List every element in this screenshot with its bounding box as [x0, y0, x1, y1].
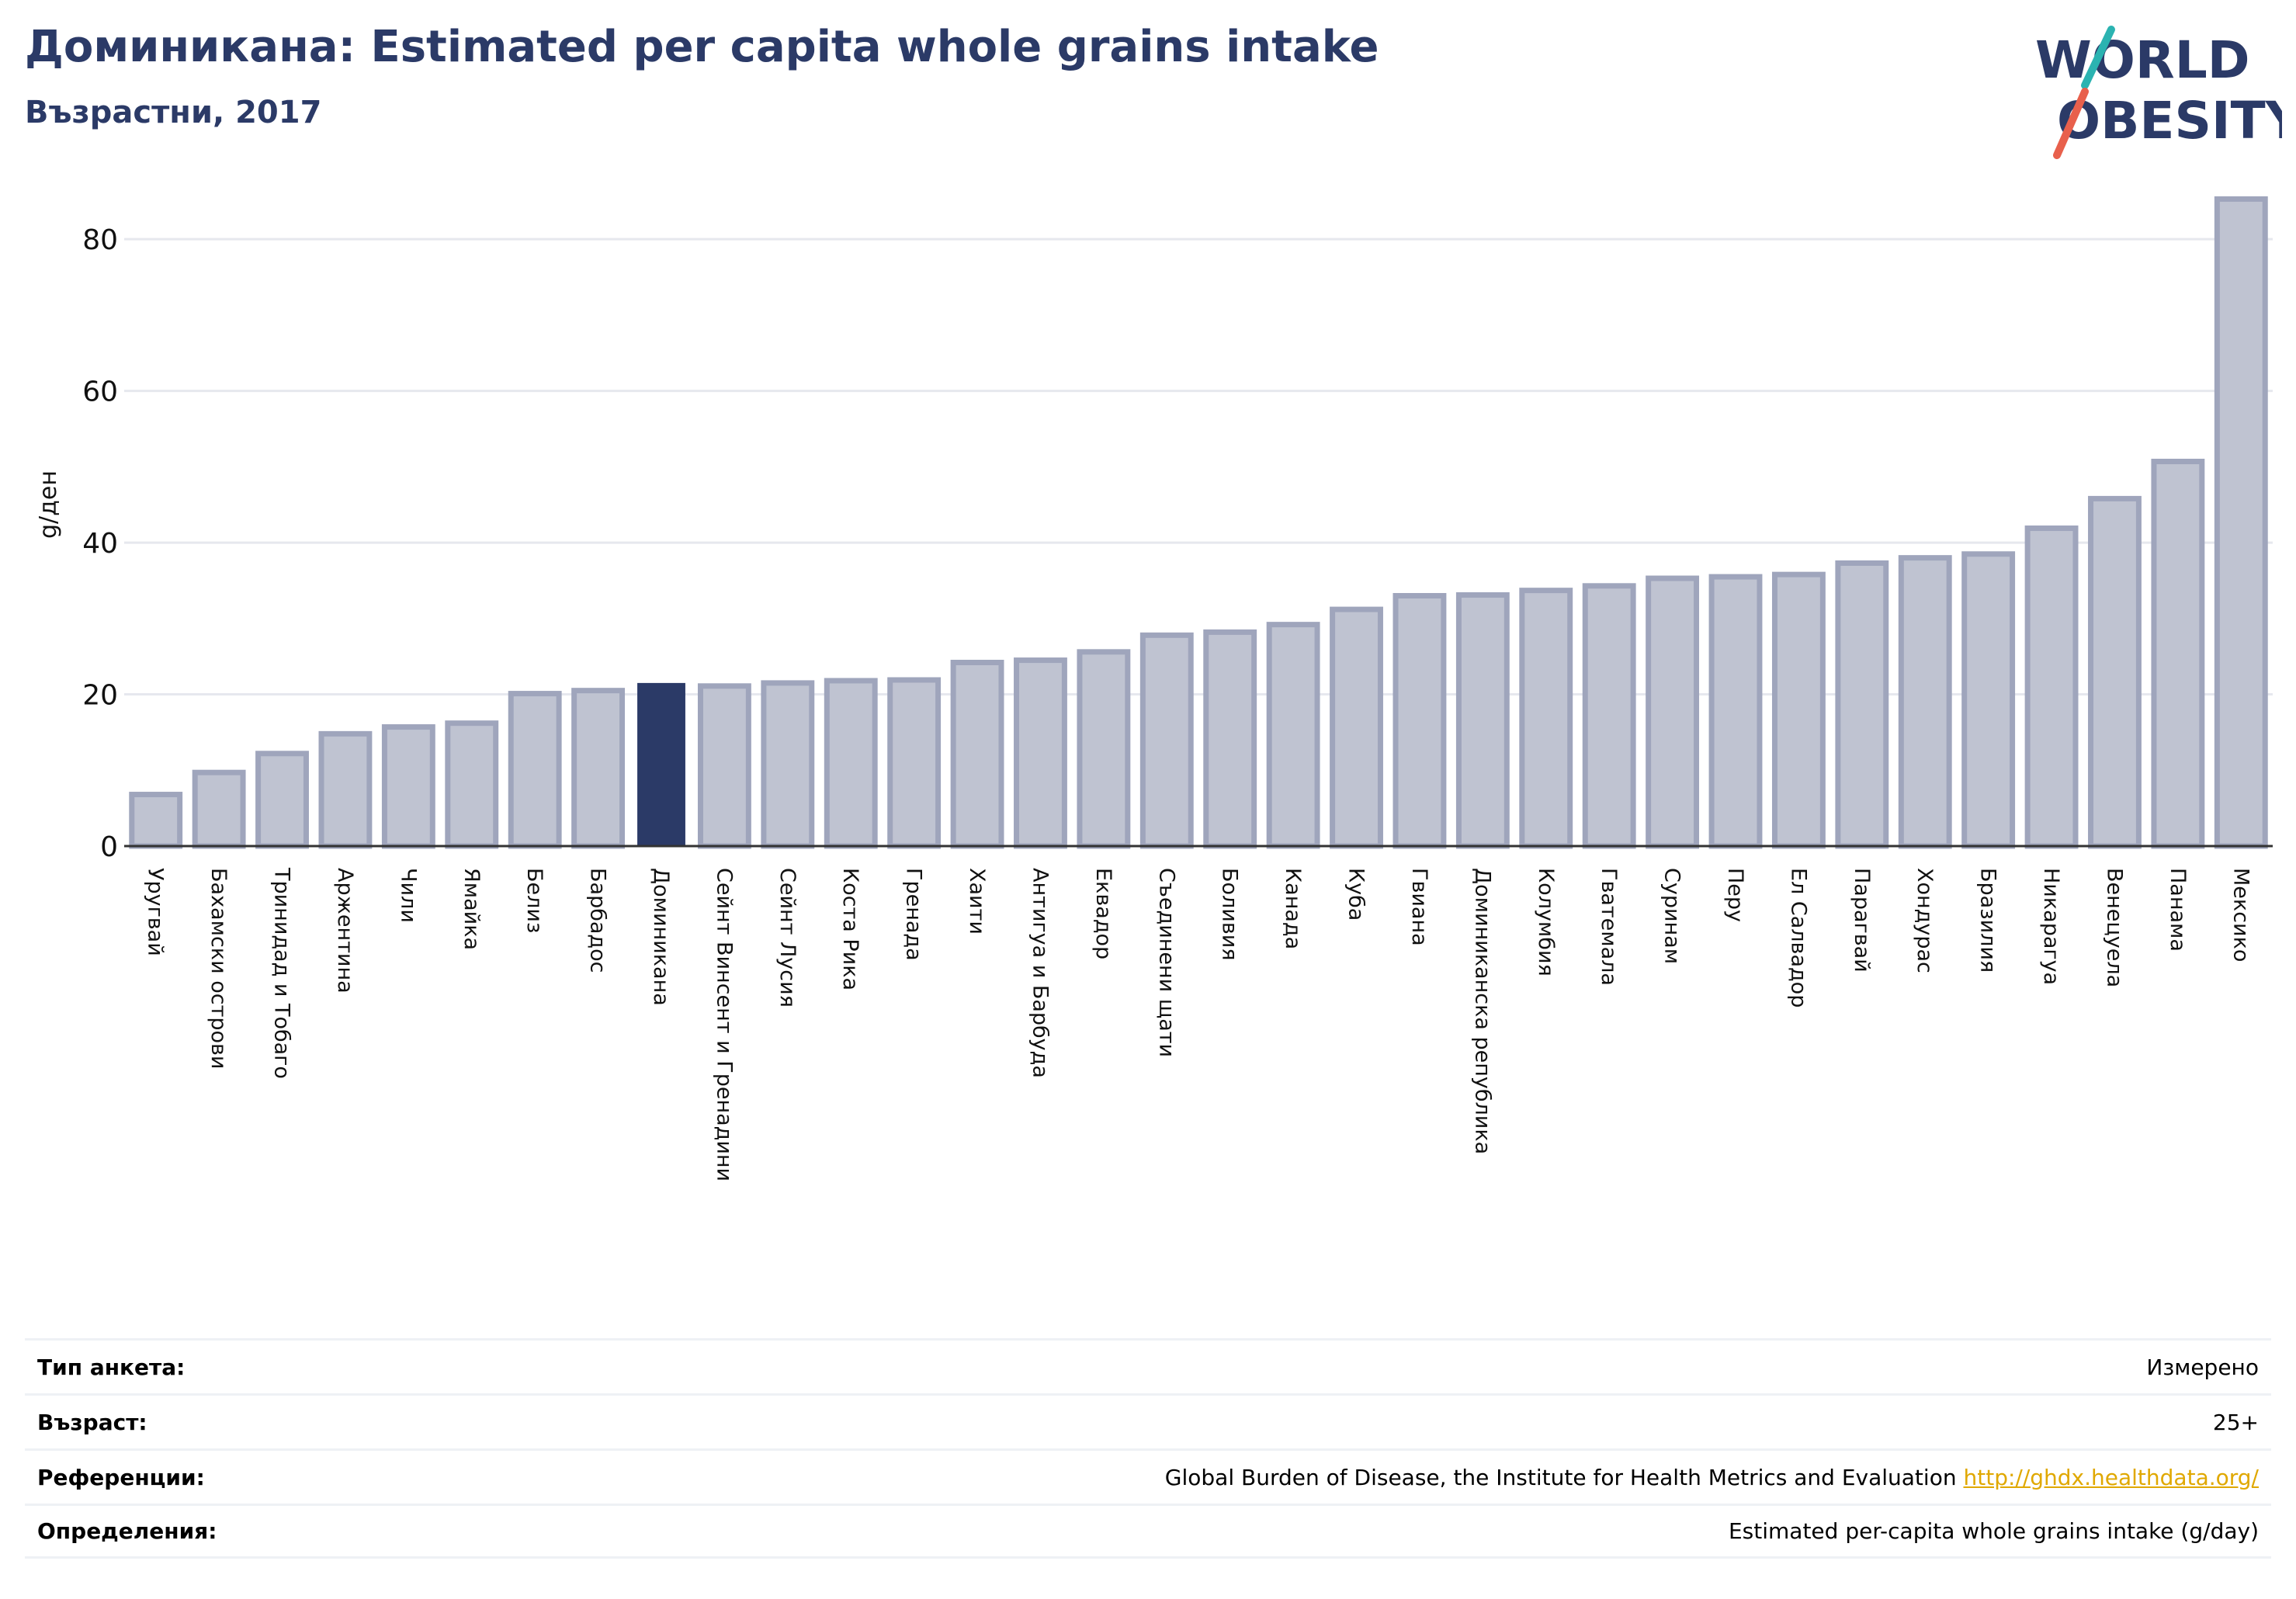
bar — [1330, 606, 1383, 849]
x-tick-label: Хондурас — [1913, 868, 1937, 973]
x-tick-label: Ямайка — [460, 868, 484, 950]
info-value: Измерено — [2146, 1354, 2259, 1380]
bar — [445, 720, 499, 849]
bar — [2088, 495, 2142, 849]
info-row-references: Референции: Global Burden of Disease, th… — [25, 1448, 2271, 1504]
x-tick-label: Куба — [1344, 868, 1368, 921]
bar — [1835, 560, 1889, 849]
bar — [1519, 588, 1573, 849]
reference-text: Global Burden of Disease, the Institute … — [1164, 1464, 1957, 1490]
bar — [255, 751, 309, 849]
info-table: Тип анкета: Измерено Възраст: 25+ Рефере… — [25, 1338, 2271, 1559]
info-value: Estimated per-capita whole grains intake… — [1728, 1518, 2259, 1544]
x-tick-label: Парагвай — [1850, 868, 1874, 973]
bar — [1898, 555, 1952, 849]
x-tick-label: Тринидад и Тобаго — [270, 867, 294, 1079]
x-tick-label: Гватемала — [1597, 868, 1621, 986]
x-tick-label: Белиз — [522, 868, 546, 933]
x-tick-label: Съединени щати — [1154, 868, 1178, 1057]
bar — [761, 680, 815, 849]
bar — [697, 683, 751, 849]
x-tick-label: Мексико — [2228, 868, 2253, 962]
bar — [1139, 632, 1194, 849]
bar — [887, 677, 942, 849]
bar — [1708, 574, 1763, 849]
logo-word-obesity: OBESITY — [2057, 91, 2282, 151]
bar — [2151, 459, 2205, 849]
bar — [1014, 657, 1067, 849]
x-tick-label: Канада — [1281, 868, 1305, 949]
bar — [2214, 196, 2268, 849]
x-tick-label: Доминикана — [649, 868, 673, 1006]
x-tick-label: Антигуа и Барбуда — [1028, 868, 1052, 1078]
bar — [1771, 571, 1826, 849]
bar — [1961, 551, 2016, 849]
logo-slash-top — [2081, 26, 2115, 89]
x-tick-label: Гвиана — [1407, 868, 1431, 946]
y-tick-label: 0 — [100, 831, 118, 863]
chart-subtitle: Възрастни, 2017 — [25, 95, 322, 130]
info-row-survey-type: Тип анкета: Измерено — [25, 1338, 2271, 1393]
info-value: 25+ — [2212, 1409, 2259, 1435]
y-tick-label: 40 — [82, 528, 118, 560]
x-tick-label: Бразилия — [1976, 868, 2000, 973]
bar — [1393, 593, 1447, 849]
info-value-container: Global Burden of Disease, the Institute … — [1165, 1465, 2259, 1490]
x-tick-label: Доминиканска република — [1470, 868, 1494, 1154]
x-tick-label: Гренада — [902, 868, 926, 961]
bar — [1582, 583, 1636, 849]
info-label: Определения: — [37, 1518, 217, 1544]
x-tick-label: Сейнт Лусия — [775, 868, 799, 1008]
y-tick-label: 80 — [82, 224, 118, 256]
info-label: Възраст: — [37, 1409, 147, 1435]
y-axis-label: g/ден — [35, 470, 62, 539]
bar-chart: 0 20 40 60 80 g/ден Уругвай Бахамски острови Три… — [35, 196, 2273, 1181]
x-tick-label: Еквадор — [1091, 868, 1115, 959]
bar — [1077, 649, 1131, 849]
x-tick-label: Ел Салвадор — [1786, 868, 1810, 1008]
logo-slash-bottom — [2053, 88, 2089, 159]
bar — [824, 678, 878, 849]
y-tick-label: 60 — [82, 376, 118, 408]
x-tick-label: Суринам — [1660, 868, 1684, 964]
x-tick-label: Никарагуа — [2039, 868, 2063, 985]
x-tick-label: Аржентина — [333, 868, 357, 994]
info-label: Тип анкета: — [37, 1354, 186, 1380]
bar — [950, 660, 1004, 849]
world-obesity-logo: WORLD OBESITY — [2035, 26, 2282, 159]
info-row-age: Възраст: 25+ — [25, 1393, 2271, 1448]
y-tick-label: 20 — [82, 680, 118, 712]
x-tick-label: Уругвай — [144, 868, 168, 956]
x-tick-label: Коста Рика — [838, 868, 862, 990]
x-tick-label: Хаити — [965, 868, 989, 935]
x-tick-label: Панама — [2166, 868, 2190, 952]
x-tick-label: Чили — [396, 868, 420, 923]
x-tick-label: Венецуела — [2102, 868, 2126, 987]
x-tick-label: Колумбия — [1534, 868, 1558, 976]
bar-highlighted — [637, 682, 685, 846]
logo-word-world: WORLD — [2035, 30, 2250, 90]
bar — [1455, 592, 1510, 849]
chart-title: Доминикана: Estimated per capita whole g… — [25, 22, 1379, 72]
info-label: Референции: — [37, 1464, 205, 1490]
bar — [1646, 575, 1700, 849]
bar — [2024, 525, 2079, 849]
bar — [508, 691, 562, 849]
bar — [129, 792, 183, 849]
info-row-definitions: Определения: Estimated per-capita whole … — [25, 1504, 2271, 1559]
bar — [318, 730, 373, 849]
x-tick-label: Перу — [1723, 868, 1747, 922]
x-tick-label: Бахамски острови — [206, 868, 231, 1069]
reference-link[interactable]: http://ghdx.healthdata.org/ — [1963, 1464, 2259, 1490]
x-tick-label: Сейнт Винсент и Гренадини — [712, 868, 736, 1181]
bar — [1266, 622, 1320, 849]
x-tick-label: Боливия — [1218, 868, 1242, 961]
bar — [381, 724, 435, 849]
x-tick-label: Барбадос — [586, 868, 610, 973]
bar — [1203, 629, 1257, 849]
bar — [192, 769, 246, 849]
bar — [571, 688, 626, 849]
